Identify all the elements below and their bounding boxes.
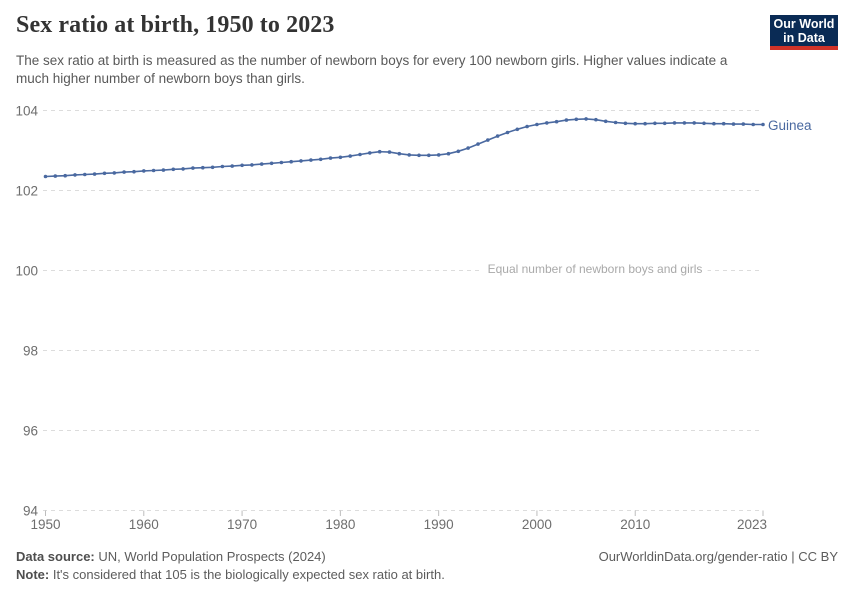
svg-text:2023: 2023 — [737, 517, 767, 532]
note-label: Note: — [16, 567, 50, 582]
note-text: It's considered that 105 is the biologic… — [49, 567, 445, 582]
svg-text:100: 100 — [15, 264, 38, 279]
svg-text:1990: 1990 — [424, 517, 454, 532]
owid-logo-line1: Our World — [773, 16, 835, 31]
svg-text:1950: 1950 — [30, 517, 60, 532]
svg-text:2010: 2010 — [620, 517, 650, 532]
svg-text:2000: 2000 — [522, 517, 552, 532]
chart-title: Sex ratio at birth, 1950 to 2023 — [16, 12, 335, 38]
data-source-text: UN, World Population Prospects (2024) — [94, 549, 326, 564]
svg-text:104: 104 — [15, 104, 38, 119]
svg-text:1970: 1970 — [227, 517, 257, 532]
data-source-label: Data source: — [16, 549, 95, 564]
svg-text:94: 94 — [23, 504, 39, 519]
svg-text:96: 96 — [23, 424, 38, 439]
data-source-line: Data source: UN, World Population Prospe… — [16, 548, 326, 566]
svg-text:1980: 1980 — [325, 517, 355, 532]
chart-footer: Data source: UN, World Population Prospe… — [16, 548, 838, 584]
chart-subtitle: The sex ratio at birth is measured as th… — [16, 53, 728, 86]
owid-logo-line2: in Data — [783, 30, 825, 45]
svg-text:1960: 1960 — [129, 517, 159, 532]
svg-text:102: 102 — [15, 184, 38, 199]
series-label-guinea[interactable]: Guinea — [768, 118, 812, 133]
reference-line-label: Equal number of newborn boys and girls — [482, 262, 708, 276]
svg-text:98: 98 — [23, 344, 38, 359]
owid-logo: Our World in Data — [770, 15, 838, 50]
cc-by-link: OurWorldinData.org/gender-ratio | CC BY — [598, 549, 838, 564]
